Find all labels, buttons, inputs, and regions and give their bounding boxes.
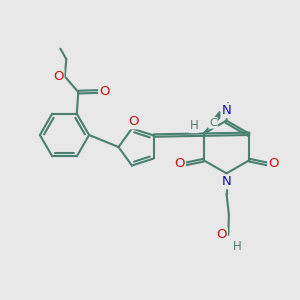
Text: O: O (174, 157, 185, 170)
Text: O: O (268, 157, 279, 170)
Text: O: O (217, 228, 227, 242)
Text: O: O (128, 116, 139, 128)
Text: O: O (53, 70, 63, 83)
Text: N: N (221, 104, 231, 117)
Text: H: H (233, 240, 242, 254)
Text: O: O (99, 85, 110, 98)
Text: C: C (209, 118, 217, 128)
Text: N: N (222, 175, 231, 188)
Text: H: H (190, 119, 198, 132)
